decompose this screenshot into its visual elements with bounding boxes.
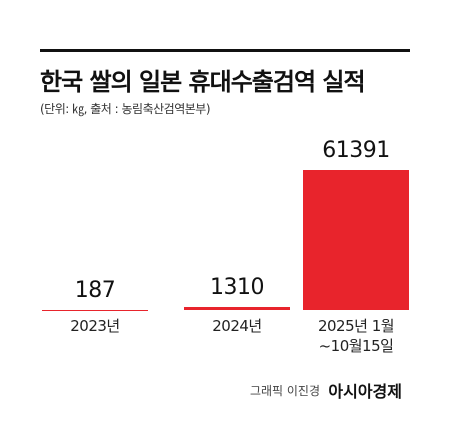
top-rule xyxy=(40,49,410,52)
source: 아시아경제 xyxy=(328,382,402,401)
x-tick-label: 2024년 xyxy=(212,317,262,335)
x-tick-label: 2023년 xyxy=(70,317,120,335)
credit: 그래픽 이진경 xyxy=(249,384,320,398)
value-label: 187 xyxy=(74,277,116,303)
chart-subtitle: (단위: ㎏, 출처 : 농림축산검역본부) xyxy=(40,102,211,116)
value-label: 61391 xyxy=(322,138,390,163)
value-label: 1310 xyxy=(210,275,265,300)
x-tick-label: 2025년 1월 ~10월15일 xyxy=(317,317,395,355)
bar xyxy=(303,170,409,310)
bar xyxy=(184,307,290,310)
chart-title: 한국 쌀의 일본 휴대수출검역 실적 xyxy=(40,68,366,96)
